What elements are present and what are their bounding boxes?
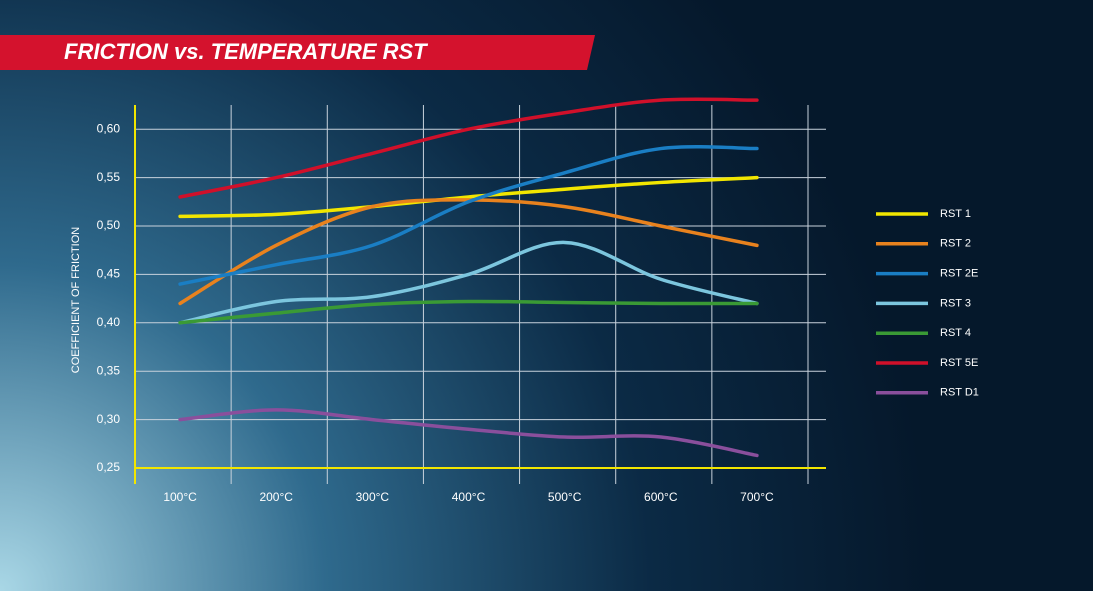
y-tick-label: 0,60 <box>97 121 121 135</box>
legend-label: RST 3 <box>940 297 971 309</box>
x-tick-label: 500°C <box>548 490 582 504</box>
legend-label: RST 4 <box>940 327 971 339</box>
y-tick-label: 0,35 <box>97 363 121 377</box>
x-tick-label: 100°C <box>163 490 197 504</box>
series-line <box>178 408 759 458</box>
legend-label: RST 2E <box>940 268 978 280</box>
y-tick-label: 0,30 <box>97 412 121 426</box>
y-tick-label: 0,50 <box>97 218 121 232</box>
series-line <box>178 240 759 325</box>
series-line <box>178 198 759 306</box>
x-tick-label: 700°C <box>740 490 774 504</box>
x-tick-label: 200°C <box>259 490 293 504</box>
series-line <box>178 145 759 286</box>
x-tick-label: 400°C <box>452 490 486 504</box>
y-tick-label: 0,40 <box>97 315 121 329</box>
legend-label: RST D1 <box>940 387 979 399</box>
title-banner <box>0 35 595 70</box>
legend-label: RST 5E <box>940 357 978 369</box>
chart-title: FRICTION vs. TEMPERATURE RST <box>64 39 428 64</box>
y-axis-title: COEFFICIENT OF FRICTION <box>70 227 82 374</box>
y-tick-label: 0,45 <box>97 267 121 281</box>
y-tick-label: 0,55 <box>97 170 121 184</box>
series-line <box>178 299 759 325</box>
y-tick-label: 0,25 <box>97 460 121 474</box>
x-tick-label: 600°C <box>644 490 678 504</box>
x-tick-label: 300°C <box>356 490 390 504</box>
series-line <box>178 175 759 219</box>
legend-label: RST 2 <box>940 238 971 250</box>
legend-label: RST 1 <box>940 208 971 220</box>
series-line <box>178 97 759 199</box>
